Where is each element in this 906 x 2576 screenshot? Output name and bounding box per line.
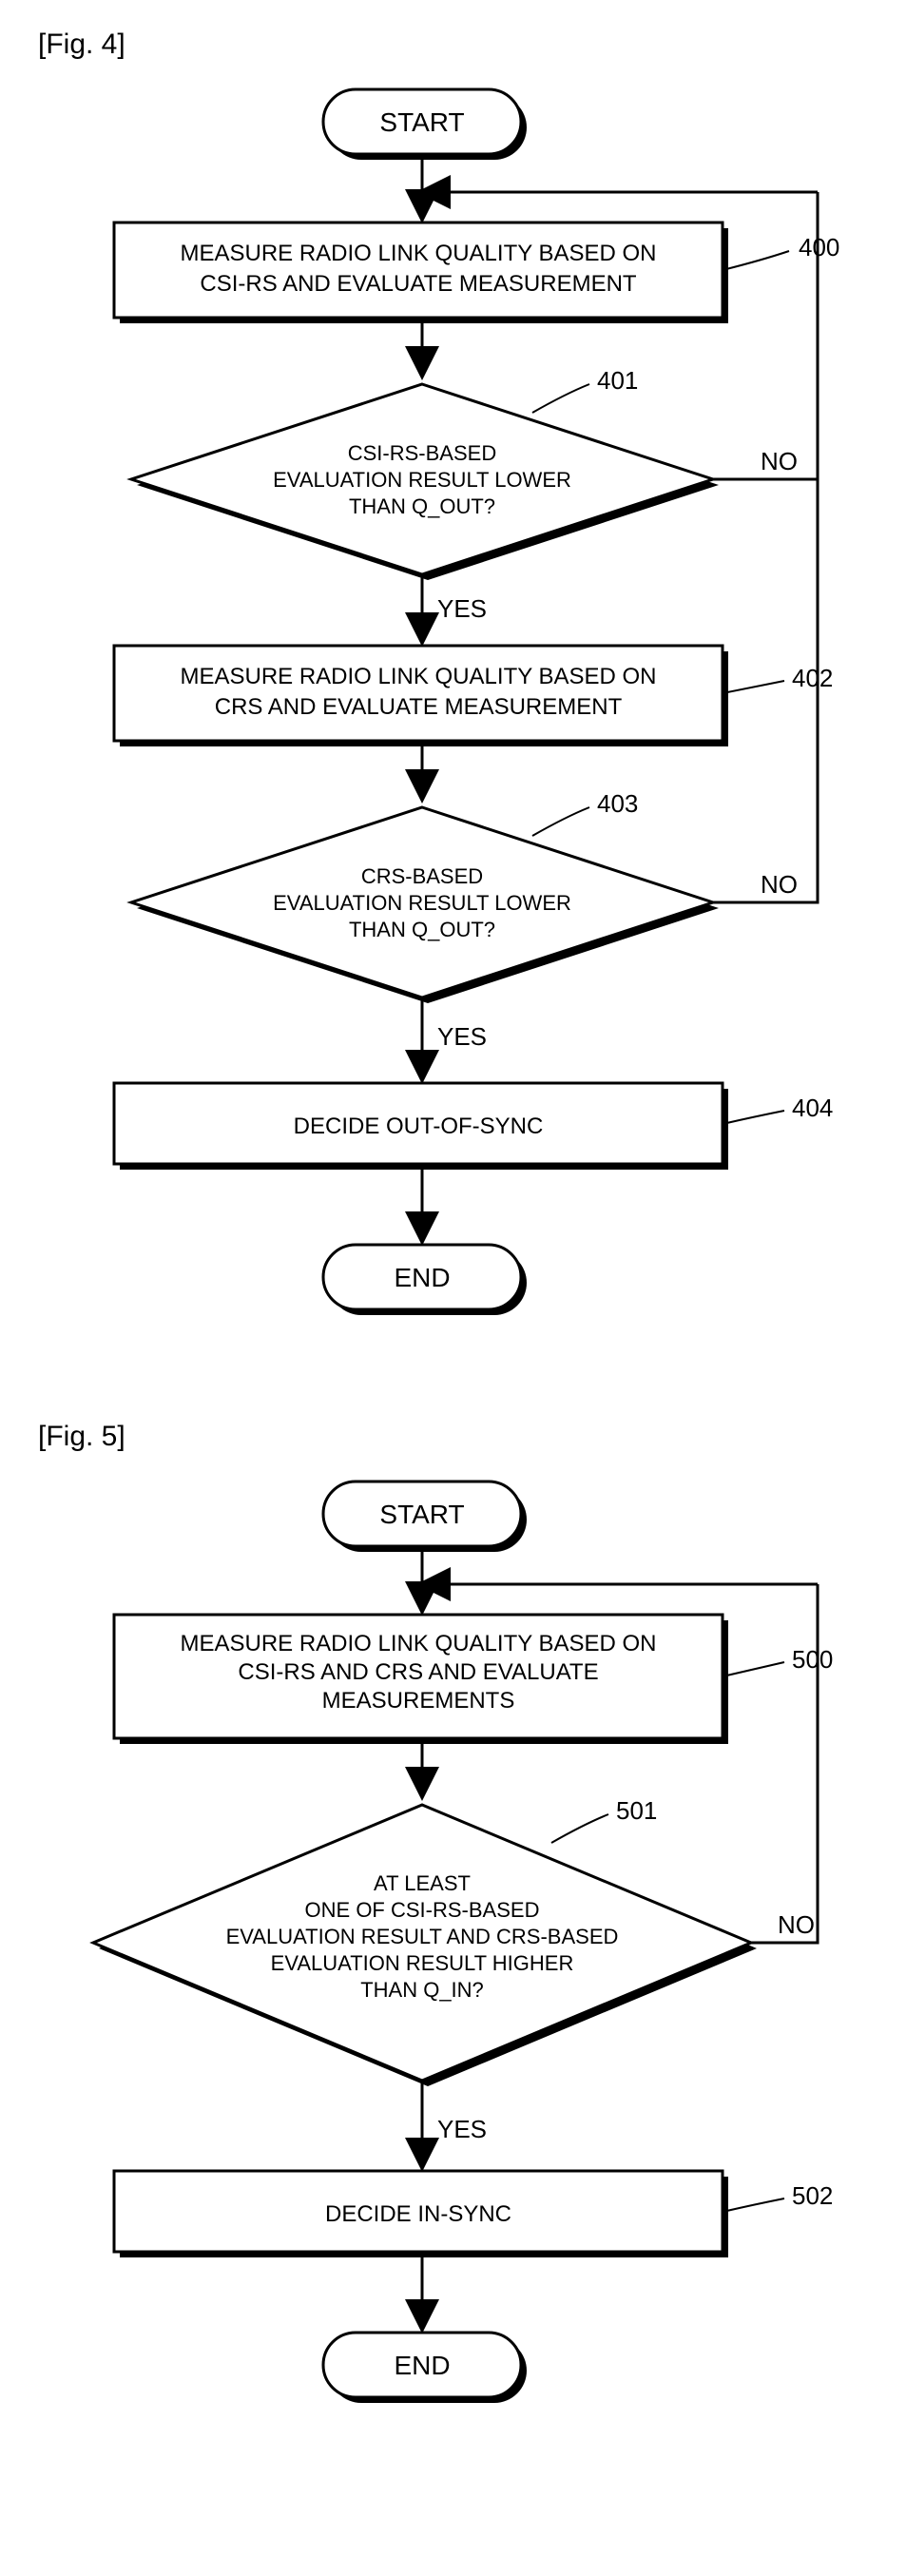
svg-text:EVALUATION RESULT AND CRS-BASE: EVALUATION RESULT AND CRS-BASED xyxy=(226,1925,619,1948)
svg-text:MEASURE RADIO LINK QUALITY BAS: MEASURE RADIO LINK QUALITY BASED ON xyxy=(180,241,656,266)
svg-text:START: START xyxy=(379,107,464,137)
fig4-decision-401: CSI-RS-BASED EVALUATION RESULT LOWER THA… xyxy=(131,384,719,580)
svg-text:THAN Q_OUT?: THAN Q_OUT? xyxy=(349,494,495,518)
label-502: 502 xyxy=(792,2181,833,2210)
svg-text:END: END xyxy=(394,1263,450,1292)
fig5-501-no: NO xyxy=(778,1910,815,1939)
fig4-box-400: MEASURE RADIO LINK QUALITY BASED ON CSI-… xyxy=(114,223,728,323)
fig4-end: END xyxy=(323,1245,527,1315)
fig5-box-500: MEASURE RADIO LINK QUALITY BASED ON CSI-… xyxy=(114,1615,728,1744)
fig4-box-404: DECIDE OUT-OF-SYNC xyxy=(114,1083,728,1170)
fig5-label: [Fig. 5] xyxy=(38,1421,868,1453)
fig4-401-yes: YES xyxy=(437,594,487,623)
fig4-start: START xyxy=(323,89,527,160)
label-501: 501 xyxy=(616,1796,657,1825)
fig4-403-yes: YES xyxy=(437,1022,487,1051)
label-404: 404 xyxy=(792,1094,833,1122)
fig4-401-no: NO xyxy=(761,447,798,475)
svg-text:MEASURE RADIO LINK QUALITY BAS: MEASURE RADIO LINK QUALITY BASED ON xyxy=(180,1631,656,1656)
svg-text:ONE OF CSI-RS-BASED: ONE OF CSI-RS-BASED xyxy=(305,1898,540,1922)
label-500: 500 xyxy=(792,1645,833,1674)
fig5-end: END xyxy=(323,2333,527,2403)
fig5-501-yes: YES xyxy=(437,2115,487,2143)
svg-text:AT LEAST: AT LEAST xyxy=(374,1871,471,1895)
fig4-decision-403: CRS-BASED EVALUATION RESULT LOWER THAN Q… xyxy=(131,807,719,1003)
fig4-label: [Fig. 4] xyxy=(38,29,868,61)
label-400: 400 xyxy=(799,233,839,261)
label-402: 402 xyxy=(792,664,833,692)
fig5-box-502: DECIDE IN-SYNC xyxy=(114,2171,728,2257)
svg-text:DECIDE IN-SYNC: DECIDE IN-SYNC xyxy=(325,2201,511,2227)
fig5-decision-501: AT LEAST ONE OF CSI-RS-BASED EVALUATION … xyxy=(93,1805,757,2086)
fig4-403-no: NO xyxy=(761,870,798,899)
svg-text:MEASURE RADIO LINK QUALITY BAS: MEASURE RADIO LINK QUALITY BASED ON xyxy=(180,664,656,689)
svg-text:THAN Q_OUT?: THAN Q_OUT? xyxy=(349,918,495,941)
svg-text:CRS-BASED: CRS-BASED xyxy=(361,864,483,888)
svg-text:DECIDE OUT-OF-SYNC: DECIDE OUT-OF-SYNC xyxy=(294,1114,544,1139)
svg-text:EVALUATION RESULT LOWER: EVALUATION RESULT LOWER xyxy=(273,891,571,915)
svg-text:CSI-RS AND EVALUATE MEASUREMEN: CSI-RS AND EVALUATE MEASUREMENT xyxy=(200,271,637,297)
label-401: 401 xyxy=(597,366,638,395)
fig5-start: START xyxy=(323,1482,527,1552)
fig4-box-402: MEASURE RADIO LINK QUALITY BASED ON CRS … xyxy=(114,646,728,746)
svg-text:EVALUATION RESULT HIGHER: EVALUATION RESULT HIGHER xyxy=(271,1951,574,1975)
svg-text:CSI-RS-BASED: CSI-RS-BASED xyxy=(348,441,496,465)
svg-text:START: START xyxy=(379,1500,464,1529)
svg-text:CSI-RS AND CRS AND EVALUATE: CSI-RS AND CRS AND EVALUATE xyxy=(238,1659,598,1685)
svg-text:CRS AND EVALUATE MEASUREMENT: CRS AND EVALUATE MEASUREMENT xyxy=(215,694,623,720)
label-403: 403 xyxy=(597,789,638,818)
svg-text:MEASUREMENTS: MEASUREMENTS xyxy=(322,1688,515,1714)
fig5-flowchart: START MEASURE RADIO LINK QUALITY BASED O… xyxy=(38,1462,865,2461)
svg-text:EVALUATION RESULT LOWER: EVALUATION RESULT LOWER xyxy=(273,468,571,492)
svg-text:END: END xyxy=(394,2351,450,2380)
svg-text:THAN Q_IN?: THAN Q_IN? xyxy=(360,1978,484,2002)
fig4-flowchart: START MEASURE RADIO LINK QUALITY BASED O… xyxy=(38,70,865,1373)
